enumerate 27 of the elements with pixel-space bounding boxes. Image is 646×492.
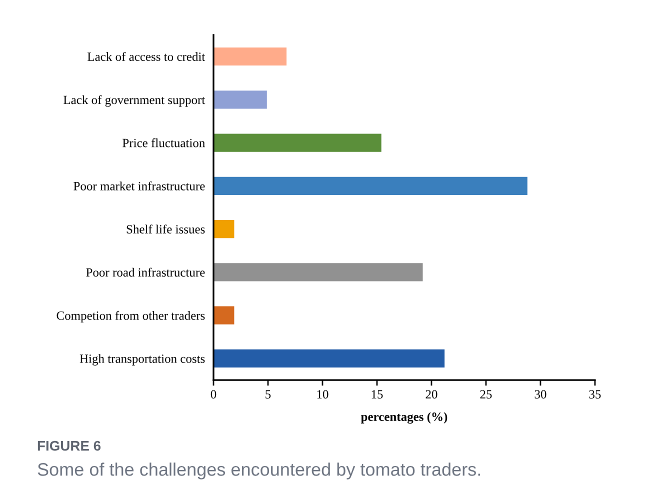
- x-tick-label: 0: [210, 390, 216, 399]
- x-axis-title: percentages (%): [360, 412, 448, 424]
- bar: [214, 263, 423, 282]
- bar: [214, 306, 234, 324]
- y-tick-label: Poor road infrastructure: [86, 268, 205, 277]
- x-tick-label: 15: [372, 390, 383, 399]
- bar: [214, 176, 528, 195]
- bar: [214, 134, 382, 152]
- bar: [214, 349, 445, 368]
- x-tick-label: 20: [426, 390, 438, 399]
- y-tick-label: Competion from other traders: [56, 310, 205, 322]
- caption: FIGURE 6: [38, 440, 101, 451]
- x-tick-label: 25: [480, 390, 492, 399]
- y-tick-label: High transportation costs: [80, 354, 205, 366]
- bar: [214, 90, 267, 109]
- x-tick-label: 5: [266, 390, 271, 399]
- y-tick-label: Lack of access to credit: [88, 52, 206, 61]
- bar: [214, 47, 287, 66]
- x-tick-label: 10: [317, 390, 328, 399]
- x-tick-label: 35: [589, 390, 601, 399]
- y-tick-label: Price fluctuation: [122, 138, 205, 148]
- y-tick-label: Poor market infrastructure: [74, 181, 205, 190]
- y-tick-label: Lack of government support: [64, 95, 206, 107]
- bar: [214, 220, 234, 238]
- text: Some of the challenges encountered by tomato traders.: [38, 462, 480, 480]
- x-tick-label: 30: [534, 390, 546, 399]
- y-tick-label: Shelf life issues: [126, 224, 205, 234]
